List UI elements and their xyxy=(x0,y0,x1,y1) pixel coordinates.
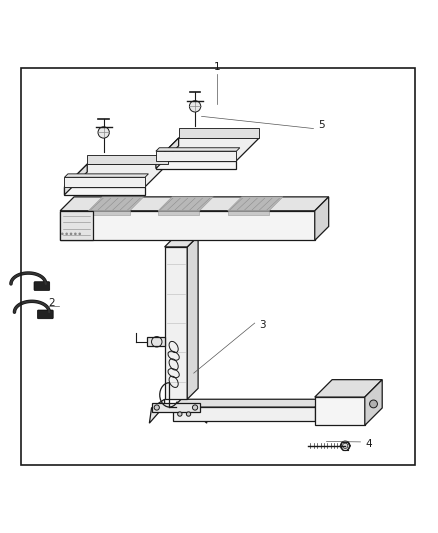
Polygon shape xyxy=(187,399,207,423)
Polygon shape xyxy=(156,148,240,151)
Polygon shape xyxy=(64,187,145,195)
Polygon shape xyxy=(60,211,93,240)
Polygon shape xyxy=(165,236,198,247)
Polygon shape xyxy=(60,197,328,211)
Polygon shape xyxy=(64,174,148,177)
Circle shape xyxy=(65,232,68,235)
Polygon shape xyxy=(179,128,259,138)
Polygon shape xyxy=(156,151,237,161)
Text: 4: 4 xyxy=(366,439,372,449)
Polygon shape xyxy=(88,211,130,215)
Polygon shape xyxy=(315,379,382,397)
Polygon shape xyxy=(187,236,198,399)
Polygon shape xyxy=(156,138,259,161)
Polygon shape xyxy=(156,138,179,168)
Polygon shape xyxy=(228,197,283,211)
Text: 5: 5 xyxy=(318,120,325,130)
FancyBboxPatch shape xyxy=(34,282,49,290)
Circle shape xyxy=(98,127,110,138)
Polygon shape xyxy=(158,211,199,215)
Circle shape xyxy=(178,412,182,416)
Polygon shape xyxy=(156,161,237,168)
Circle shape xyxy=(189,101,201,112)
FancyBboxPatch shape xyxy=(38,310,53,319)
Circle shape xyxy=(74,232,77,235)
Polygon shape xyxy=(64,164,87,195)
Circle shape xyxy=(61,232,64,235)
Polygon shape xyxy=(173,399,322,407)
Circle shape xyxy=(370,400,378,408)
Polygon shape xyxy=(87,155,168,164)
Polygon shape xyxy=(60,211,315,240)
Polygon shape xyxy=(173,407,315,421)
Polygon shape xyxy=(228,211,269,215)
Polygon shape xyxy=(149,399,165,423)
Circle shape xyxy=(154,405,159,410)
Text: 1: 1 xyxy=(213,62,220,72)
Polygon shape xyxy=(315,197,328,240)
Circle shape xyxy=(192,405,198,410)
Circle shape xyxy=(340,441,350,450)
Polygon shape xyxy=(64,177,145,187)
Circle shape xyxy=(78,232,81,235)
Polygon shape xyxy=(88,197,144,211)
Circle shape xyxy=(70,232,72,235)
Text: 2: 2 xyxy=(48,298,55,309)
Polygon shape xyxy=(152,403,200,413)
Polygon shape xyxy=(165,247,187,399)
Polygon shape xyxy=(315,397,365,425)
Text: 3: 3 xyxy=(259,320,266,330)
Circle shape xyxy=(186,412,191,416)
Polygon shape xyxy=(158,197,213,211)
Polygon shape xyxy=(64,164,168,187)
Polygon shape xyxy=(365,379,382,425)
Polygon shape xyxy=(147,337,165,346)
